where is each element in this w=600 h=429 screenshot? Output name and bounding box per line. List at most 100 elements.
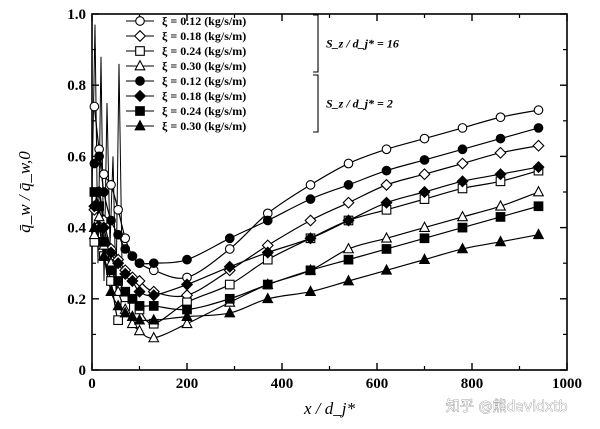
legend-group-bracket [313, 74, 319, 133]
data-point-series-7 [224, 293, 235, 304]
data-point-series-5 [343, 180, 354, 190]
data-point-series-1 [99, 169, 109, 180]
series-line-2 [93, 145, 539, 298]
x-axis-label: x / d_j* [303, 399, 355, 418]
data-point-series-6 [147, 289, 160, 302]
data-point-series-5 [148, 258, 159, 269]
y-tick-label: 0.8 [67, 78, 86, 94]
data-point-series-6 [180, 278, 194, 291]
data-point-series-4 [93, 210, 105, 222]
y-tick-label: 0.6 [67, 149, 86, 165]
data-point-series-7 [134, 301, 145, 311]
data-point-series-4 [88, 228, 101, 240]
data-point-series-7 [533, 201, 544, 212]
data-point-series-8 [181, 310, 193, 321]
data-point-series-6 [104, 246, 118, 259]
data-point-series-6 [532, 161, 545, 174]
legend-label: ξ = 0.30 (kg/s/m) [162, 119, 246, 133]
data-point-series-8 [532, 228, 545, 240]
legend-label: ξ = 0.12 (kg/s/m) [162, 74, 246, 88]
data-point-series-1 [419, 133, 430, 144]
data-point-series-1 [89, 101, 100, 112]
data-point-series-4 [148, 331, 160, 343]
data-point-series-4 [342, 242, 355, 254]
data-point-series-8 [133, 313, 146, 325]
data-point-series-2 [342, 196, 355, 209]
data-point-series-4 [181, 317, 193, 329]
data-point-series-8 [418, 253, 431, 264]
data-point-series-4 [494, 199, 507, 211]
data-point-series-1 [343, 158, 354, 169]
data-point-series-7 [343, 254, 354, 265]
data-point-series-1 [381, 144, 392, 155]
legend-label: ξ = 0.18 (kg/s/m) [162, 29, 246, 43]
x-tick-label: 0 [88, 376, 96, 392]
data-point-series-5 [262, 215, 273, 226]
data-point-series-5 [120, 244, 131, 254]
x-tick-label: 400 [271, 376, 294, 392]
x-tick-label: 1000 [552, 376, 582, 392]
data-point-series-7 [419, 233, 430, 244]
legend-marker [135, 16, 145, 26]
data-point-series-6 [223, 260, 236, 273]
data-point-series-5 [224, 233, 235, 244]
series-line-4 [93, 191, 539, 339]
data-point-series-5 [305, 194, 316, 204]
data-point-series-5 [182, 254, 192, 265]
data-point-series-3 [224, 279, 235, 290]
data-point-series-7 [113, 276, 123, 286]
data-point-series-8 [98, 249, 110, 261]
data-point-series-4 [456, 210, 469, 222]
data-point-series-6 [304, 232, 317, 245]
data-point-series-1 [457, 123, 468, 133]
data-point-series-5 [113, 229, 123, 240]
data-point-series-1 [533, 105, 544, 115]
data-point-series-6 [494, 168, 507, 181]
data-point-series-8 [224, 306, 236, 318]
legend-marker [135, 76, 145, 86]
legend-marker [133, 89, 147, 103]
data-point-series-6 [418, 185, 431, 199]
data-point-series-8 [380, 263, 393, 275]
data-point-series-8 [105, 285, 117, 297]
series-markers [88, 101, 545, 343]
data-point-series-3 [113, 315, 123, 326]
data-point-series-5 [94, 151, 104, 162]
data-point-series-5 [381, 165, 392, 176]
data-point-series-8 [126, 310, 139, 321]
data-point-series-6 [133, 285, 146, 298]
data-point-series-1 [106, 180, 116, 190]
y-tick-label: 1.0 [67, 7, 86, 23]
data-point-series-5 [134, 258, 145, 269]
legend-label: ξ = 0.30 (kg/s/m) [162, 59, 246, 73]
legend-marker [134, 119, 146, 131]
data-point-series-4 [532, 185, 545, 197]
data-point-series-5 [495, 133, 506, 144]
data-point-series-8 [456, 242, 469, 254]
data-point-series-8 [342, 274, 355, 286]
data-point-series-6 [380, 196, 393, 209]
y-tick-label: 0 [79, 363, 87, 379]
data-point-series-4 [380, 231, 393, 243]
data-point-series-2 [456, 157, 469, 170]
data-point-series-2 [380, 178, 393, 191]
data-point-series-8 [304, 285, 317, 297]
data-point-series-7 [106, 265, 116, 276]
data-point-series-7 [148, 301, 159, 311]
data-point-series-7 [495, 212, 506, 222]
data-point-series-4 [133, 324, 146, 336]
data-point-series-7 [89, 187, 100, 197]
data-point-series-2 [494, 146, 507, 159]
data-point-series-7 [305, 265, 316, 276]
data-point-series-2 [532, 139, 545, 152]
legend-marker [135, 46, 145, 56]
legend-group-label: S_z / d_j* = 2 [326, 97, 393, 111]
data-point-series-7 [262, 279, 273, 290]
plot-axes: 0 200 400 600 800 1000 0 0.2 0.4 0.6 0.8 1.0 x / d_j… [15, 7, 582, 418]
data-point-series-8 [93, 221, 105, 232]
legend-label: ξ = 0.12 (kg/s/m) [162, 14, 246, 28]
x-tick-label: 200 [176, 376, 199, 392]
data-point-series-8 [148, 313, 160, 325]
data-point-series-7 [120, 286, 131, 297]
near-nozzle-fluctuation [91, 24, 123, 292]
